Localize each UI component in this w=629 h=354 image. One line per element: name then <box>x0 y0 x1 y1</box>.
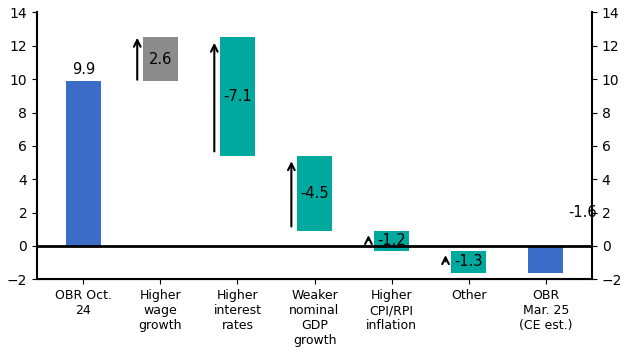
Bar <box>66 81 101 246</box>
Bar <box>528 246 563 273</box>
Text: -7.1: -7.1 <box>223 89 252 104</box>
Bar <box>374 231 409 251</box>
Text: 2.6: 2.6 <box>148 52 172 67</box>
Text: -4.5: -4.5 <box>300 186 329 201</box>
Text: -1.3: -1.3 <box>454 254 483 269</box>
Text: -1.2: -1.2 <box>377 234 406 249</box>
Bar <box>220 38 255 156</box>
Text: -1.6: -1.6 <box>568 205 597 220</box>
Bar <box>297 156 332 231</box>
Bar <box>143 38 178 81</box>
Bar <box>451 251 486 273</box>
Text: 9.9: 9.9 <box>72 62 95 77</box>
